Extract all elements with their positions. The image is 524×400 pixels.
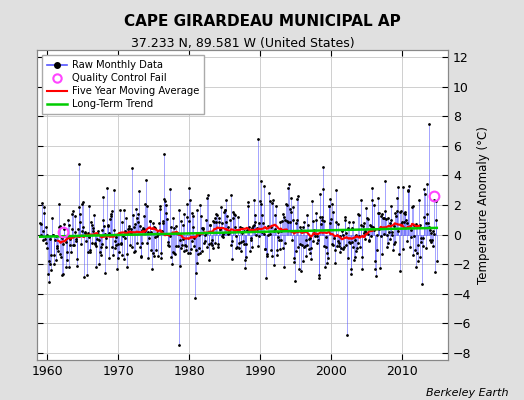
- Title: 37.233 N, 89.581 W (United States): 37.233 N, 89.581 W (United States): [130, 37, 354, 50]
- Text: Berkeley Earth: Berkeley Earth: [426, 388, 508, 398]
- Y-axis label: Temperature Anomaly (°C): Temperature Anomaly (°C): [477, 126, 490, 284]
- Legend: Raw Monthly Data, Quality Control Fail, Five Year Moving Average, Long-Term Tren: Raw Monthly Data, Quality Control Fail, …: [42, 55, 204, 114]
- Text: CAPE GIRARDEAU MUNICIPAL AP: CAPE GIRARDEAU MUNICIPAL AP: [124, 14, 400, 29]
